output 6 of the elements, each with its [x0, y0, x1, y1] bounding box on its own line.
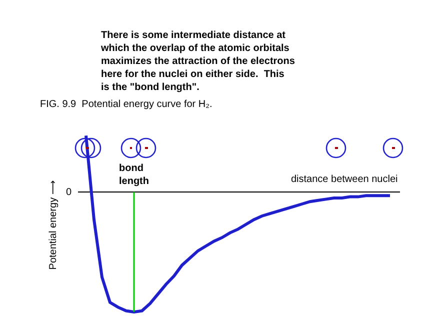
x-axis-title: distance between nuclei — [291, 174, 398, 185]
y-axis-title: Potential energy ⟶ — [48, 180, 59, 270]
text: There is some intermediate distance at which the overlap of the atomic orbitals maximizes the attraction of the electrons here for the nuclei on either side. This is the "bond length". — [100, 30, 296, 93]
chart-title: FIG. 9.9 Potential energy curve for H₂. — [40, 99, 212, 110]
text: 0 — [66, 187, 72, 198]
annotation: bond length — [119, 163, 149, 187]
